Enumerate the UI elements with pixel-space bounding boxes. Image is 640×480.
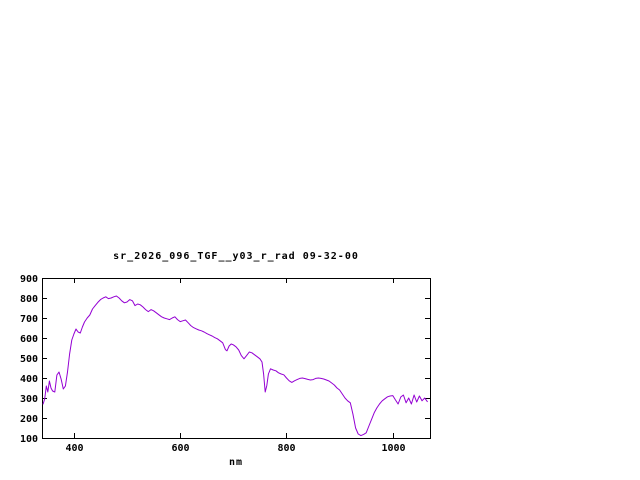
- x-tick-label: 1000: [381, 443, 405, 454]
- y-tick-label: 600: [20, 334, 38, 345]
- y-tick-label: 200: [20, 414, 38, 425]
- y-tick-label: 100: [20, 434, 38, 445]
- spectrum-line: [42, 295, 428, 437]
- y-tick-label: 700: [20, 314, 38, 325]
- x-tick-label: 800: [277, 443, 295, 454]
- x-axis-label: nm: [228, 457, 244, 468]
- y-tick-label: 900: [20, 274, 38, 285]
- y-tick-label: 500: [20, 354, 38, 365]
- y-tick-label: 300: [20, 394, 38, 405]
- y-tick-label: 800: [20, 294, 38, 305]
- x-tick-label: 400: [65, 443, 83, 454]
- x-tick-label: 600: [171, 443, 189, 454]
- plot-border: [42, 278, 431, 439]
- y-tick-label: 400: [20, 374, 38, 385]
- chart-title: sr_2026_096_TGF__y03_r_rad 09-32-00: [113, 251, 359, 262]
